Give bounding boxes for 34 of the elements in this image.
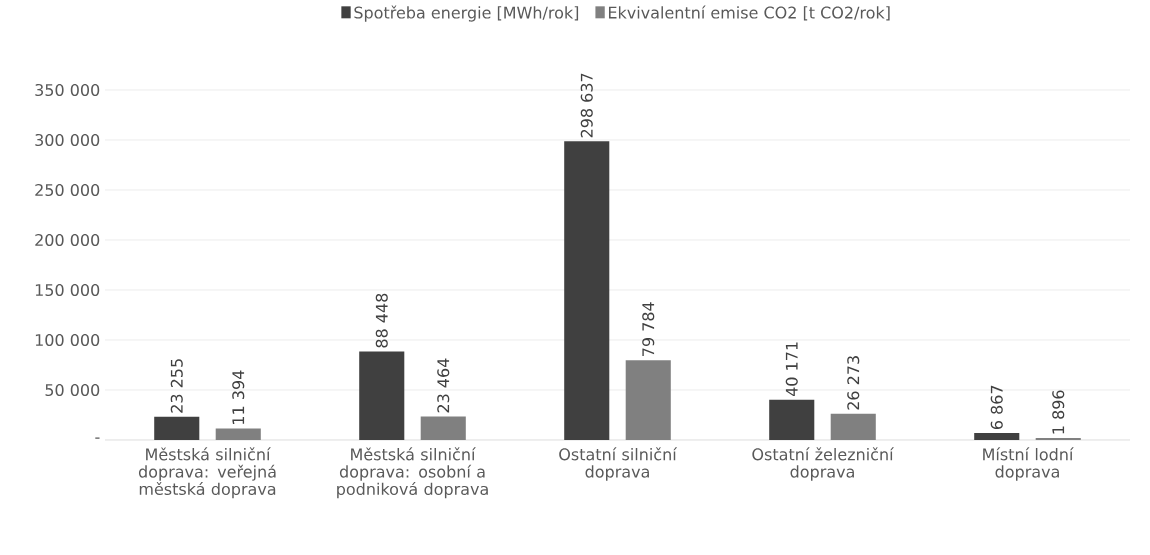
bar <box>769 399 815 440</box>
y-tick-label: 350 000 <box>35 83 100 97</box>
bar <box>215 428 261 440</box>
data-label: 26 273 <box>847 356 860 410</box>
y-tick-label: 300 000 <box>35 133 100 147</box>
y-tick-label: 50 000 <box>45 383 100 397</box>
x-tick-label: Městská silniční doprava: osobní a podniková doprava <box>337 447 488 499</box>
data-label: 1 896 <box>1052 390 1065 434</box>
data-label: 79 784 <box>642 302 655 356</box>
bar <box>974 433 1020 440</box>
x-tick-label: Městská silniční doprava: veřejná městská doprava <box>138 447 276 499</box>
legend-label: Spotřeba energie [MWh/rok] <box>354 5 579 22</box>
y-tick-label: 200 000 <box>35 233 100 247</box>
bar <box>625 360 671 440</box>
bar <box>359 351 405 440</box>
data-label: 6 867 <box>990 385 1003 430</box>
y-tick-label: 150 000 <box>35 283 100 297</box>
legend-label: Ekvivalentní emise CO2 [t CO2/rok] <box>608 5 890 21</box>
y-tick-label: - <box>95 437 100 439</box>
data-label: 11 394 <box>232 370 245 424</box>
x-tick-label: Místní lodní doprava <box>983 447 1074 481</box>
bar <box>830 413 876 440</box>
data-label: 23 464 <box>437 358 450 413</box>
bar <box>154 416 200 440</box>
x-tick-label: Ostatní silniční doprava <box>559 447 678 481</box>
bar <box>564 141 610 440</box>
data-label: 88 448 <box>375 293 388 348</box>
data-label: 23 255 <box>170 359 183 413</box>
bar <box>420 416 466 440</box>
data-label: 40 171 <box>785 342 798 397</box>
y-tick-label: 250 000 <box>35 183 100 197</box>
y-tick-label: 100 000 <box>35 333 100 347</box>
data-label: 298 637 <box>580 73 593 138</box>
x-tick-label: Ostatní železniční doprava <box>752 447 894 481</box>
